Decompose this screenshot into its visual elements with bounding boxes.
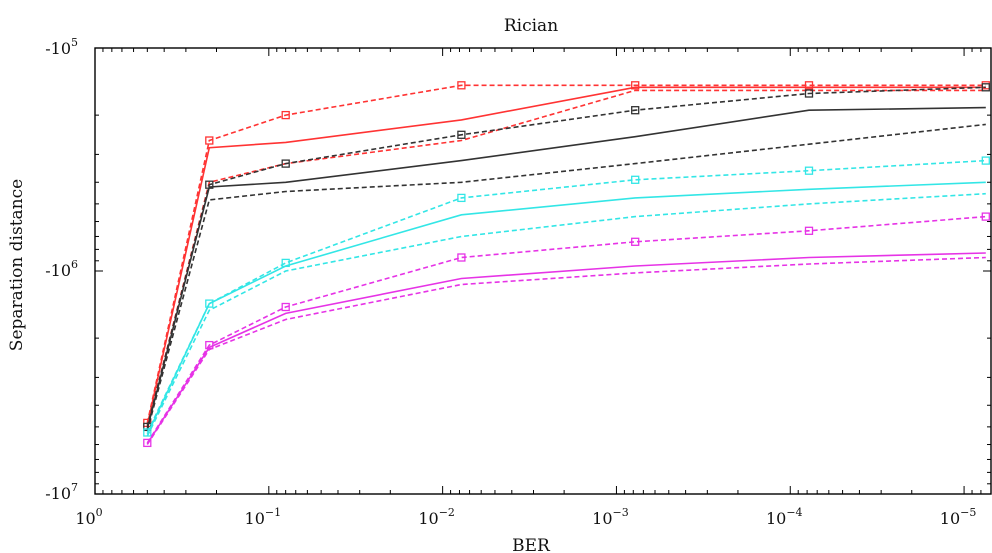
x-tick-label: 10−5 — [940, 506, 977, 528]
series-line-10 — [146, 252, 986, 445]
series-line-3 — [146, 86, 986, 428]
series-line-0 — [146, 84, 986, 424]
series-line-6 — [146, 159, 986, 433]
series-3-point-2 — [281, 159, 290, 168]
y-tick-label: -106 — [45, 258, 78, 280]
series-line-5 — [146, 123, 986, 431]
series-9-point-3 — [457, 253, 466, 262]
x-axis-label: BER — [512, 536, 551, 553]
series-0-point-1 — [205, 136, 214, 145]
x-tick-label: 10−2 — [418, 506, 455, 528]
series-6-point-6 — [981, 156, 990, 165]
series-line-4 — [146, 106, 986, 429]
series-9-point-4 — [631, 237, 640, 246]
series-0-point-4 — [631, 81, 640, 90]
series-9-point-6 — [981, 212, 990, 221]
series-line-8 — [146, 192, 986, 437]
series-0-point-3 — [457, 81, 466, 90]
tick-label-layer: 100 10−1 10−2 10−3 10−4 10−5 -105 -106 -107 — [45, 36, 976, 528]
series-6-point-5 — [804, 166, 814, 175]
series-9-point-5 — [804, 226, 814, 235]
x-tick-label: 100 — [75, 506, 102, 528]
series-6-point-1 — [205, 299, 214, 308]
series-line-2 — [146, 89, 986, 428]
plot-frame — [94, 47, 992, 495]
series-3-point-3 — [457, 130, 466, 139]
x-tick-label: 10−1 — [245, 506, 282, 528]
series-3-point-4 — [631, 106, 640, 115]
chart-title: Rician — [504, 16, 558, 36]
series-9-point-0 — [143, 438, 152, 448]
series-layer — [143, 81, 990, 448]
y-tick-label: -105 — [45, 36, 78, 58]
x-tick-label: 10−3 — [592, 506, 629, 528]
series-6-point-4 — [631, 175, 640, 184]
series-0-point-5 — [804, 81, 814, 90]
x-tick-label: 10−4 — [766, 506, 803, 528]
series-line-1 — [146, 86, 986, 426]
tick-layer — [94, 47, 992, 495]
series-9-point-2 — [281, 302, 290, 312]
series-0-point-2 — [281, 110, 290, 120]
series-3-point-6 — [981, 83, 990, 92]
series-6-point-3 — [457, 193, 466, 203]
y-tick-label: -107 — [45, 481, 78, 503]
series-line-7 — [146, 181, 986, 435]
series-3-point-5 — [804, 89, 814, 98]
series-line-9 — [146, 215, 986, 444]
series-line-11 — [146, 256, 986, 445]
y-axis-label: Separation distance — [7, 179, 27, 351]
